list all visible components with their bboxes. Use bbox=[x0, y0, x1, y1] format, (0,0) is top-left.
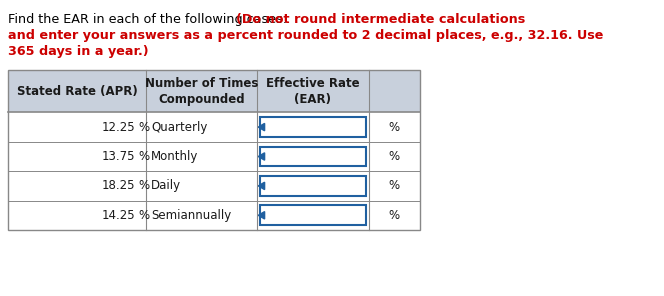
Text: (Do not round intermediate calculations: (Do not round intermediate calculations bbox=[236, 13, 525, 26]
Text: Semiannually: Semiannually bbox=[151, 209, 231, 222]
Bar bbox=[260, 176, 365, 196]
Text: Effective Rate
(EAR): Effective Rate (EAR) bbox=[266, 77, 360, 106]
Bar bbox=[8, 70, 420, 112]
Text: %: % bbox=[138, 150, 149, 163]
Text: %: % bbox=[138, 209, 149, 222]
Text: Monthly: Monthly bbox=[151, 150, 199, 163]
Bar bbox=[260, 147, 365, 166]
Bar bbox=[260, 205, 365, 225]
Polygon shape bbox=[258, 153, 265, 160]
Text: 14.25: 14.25 bbox=[102, 209, 135, 222]
Text: %: % bbox=[388, 209, 400, 222]
Polygon shape bbox=[258, 212, 265, 219]
Text: Daily: Daily bbox=[151, 179, 181, 192]
Bar bbox=[260, 117, 365, 137]
Text: %: % bbox=[138, 179, 149, 192]
Text: Quarterly: Quarterly bbox=[151, 120, 207, 133]
Text: %: % bbox=[388, 150, 400, 163]
Text: 18.25: 18.25 bbox=[102, 179, 135, 192]
Text: 12.25: 12.25 bbox=[102, 120, 135, 133]
Text: Number of Times
Compounded: Number of Times Compounded bbox=[145, 77, 258, 106]
Text: 13.75: 13.75 bbox=[102, 150, 135, 163]
Text: %: % bbox=[388, 179, 400, 192]
Polygon shape bbox=[258, 182, 265, 190]
Text: Find the EAR in each of the following cases.: Find the EAR in each of the following ca… bbox=[8, 13, 291, 26]
Text: 365 days in a year.): 365 days in a year.) bbox=[8, 45, 149, 58]
Text: %: % bbox=[138, 120, 149, 133]
Bar bbox=[8, 70, 420, 230]
Text: and enter your answers as a percent rounded to 2 decimal places, e.g., 32.16. Us: and enter your answers as a percent roun… bbox=[8, 29, 604, 42]
Text: %: % bbox=[388, 120, 400, 133]
Text: Stated Rate (APR): Stated Rate (APR) bbox=[17, 85, 137, 98]
Polygon shape bbox=[258, 123, 265, 131]
